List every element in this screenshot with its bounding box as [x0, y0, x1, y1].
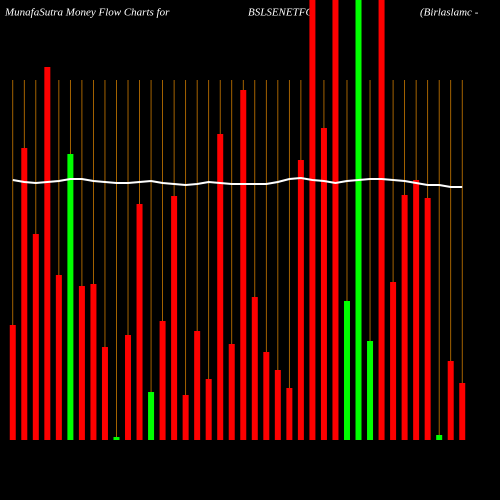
bar [378, 0, 385, 440]
bar [320, 128, 327, 440]
bar [228, 344, 235, 440]
money-flow-line [12, 176, 463, 188]
bar [101, 347, 108, 440]
bar [413, 180, 420, 440]
bar [309, 0, 316, 440]
chart-title: MunafaSutra Money Flow Charts for [4, 7, 170, 19]
bar [343, 301, 350, 440]
bar [159, 321, 166, 440]
bar [286, 388, 293, 440]
bar [251, 297, 258, 440]
bar [274, 370, 281, 440]
bar [21, 148, 28, 440]
bar [355, 0, 362, 440]
bar [171, 196, 178, 440]
bar [390, 282, 397, 440]
bar [78, 286, 85, 440]
bar [297, 160, 304, 440]
bar [263, 352, 270, 440]
bar [217, 134, 224, 440]
bar [44, 67, 51, 440]
bar [459, 383, 466, 440]
bar [240, 90, 247, 440]
bar [436, 435, 443, 440]
bar [55, 275, 62, 440]
bar [90, 284, 97, 440]
bar [32, 234, 39, 440]
bar [113, 437, 120, 440]
chart-subtitle: BSLSENETFG [248, 7, 313, 19]
bar [67, 154, 74, 440]
bar [182, 395, 189, 440]
annotation: (Birlaslamc - [420, 7, 479, 19]
bar [136, 204, 143, 440]
bar [367, 341, 374, 440]
bar [194, 331, 201, 440]
bar [401, 195, 408, 440]
bar [332, 0, 339, 440]
bar [9, 325, 16, 440]
bar [205, 379, 212, 440]
bar [424, 198, 431, 440]
bar [447, 361, 454, 440]
bar [148, 392, 155, 440]
bar [125, 335, 132, 440]
